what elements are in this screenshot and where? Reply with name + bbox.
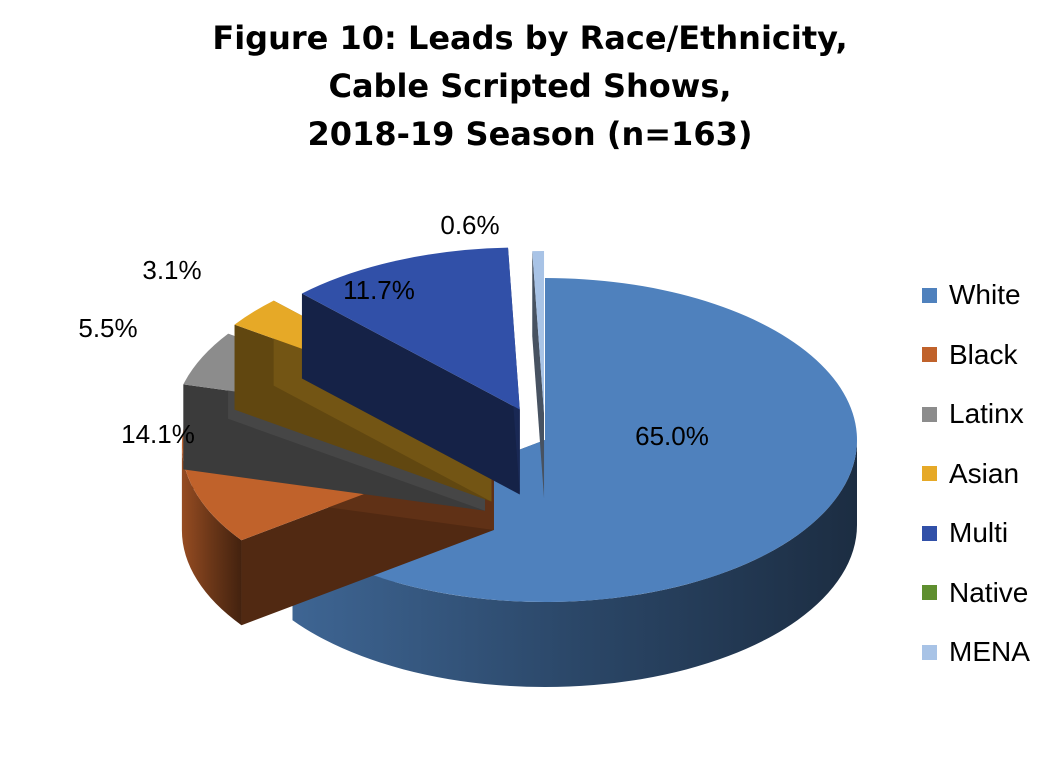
legend-item-black: Black (922, 338, 1018, 370)
pie-slice-top (532, 251, 545, 413)
pie-slice-multi (301, 247, 520, 495)
pie-slice-mena (532, 251, 545, 498)
legend-label: Native (949, 576, 1029, 608)
legend-label: White (949, 279, 1021, 310)
data-label-black: 14.1% (121, 419, 195, 449)
pie-slice-side (532, 251, 545, 498)
legend-item-multi: Multi (922, 517, 1009, 548)
legend-label: Asian (949, 457, 1020, 489)
legend-label: Multi (949, 517, 1009, 548)
legend-item-latinx: Latinx (922, 398, 1024, 429)
legend-label: Black (949, 338, 1018, 370)
chart-title: Figure 10: Leads by Race/Ethnicity, Cabl… (0, 14, 1060, 158)
data-label-white: 65.0% (635, 421, 709, 451)
legend-swatch (922, 644, 937, 660)
pie-slice-top (301, 247, 520, 410)
legend-swatch (922, 525, 937, 541)
pie-slice-side (301, 293, 520, 495)
legend-item-native: Native (922, 576, 1029, 608)
chart-title-line-1: Figure 10: Leads by Race/Ethnicity, (212, 19, 848, 57)
data-label-multi: 11.7% (343, 275, 415, 305)
chart-title-line-2: Cable Scripted Shows, (328, 67, 732, 105)
legend-swatch (922, 406, 937, 422)
data-label-mena: 0.6% (440, 210, 499, 240)
chart-title-line-3: 2018-19 Season (n=163) (307, 115, 753, 153)
data-label-latinx: 5.5% (78, 313, 137, 343)
legend-swatch (922, 466, 937, 481)
legend-label: Latinx (949, 398, 1024, 429)
legend-item-white: White (922, 279, 1021, 310)
legend-item-mena: MENA (922, 636, 1030, 667)
legend-swatch (922, 347, 937, 362)
legend-swatch (922, 287, 937, 303)
pie-slice-wall (181, 444, 242, 626)
data-label-asian: 3.1% (142, 255, 201, 285)
legend-label: MENA (949, 636, 1030, 667)
legend-item-asian: Asian (922, 457, 1020, 489)
legend-swatch (922, 585, 937, 600)
pie-slice-wall (292, 440, 858, 687)
